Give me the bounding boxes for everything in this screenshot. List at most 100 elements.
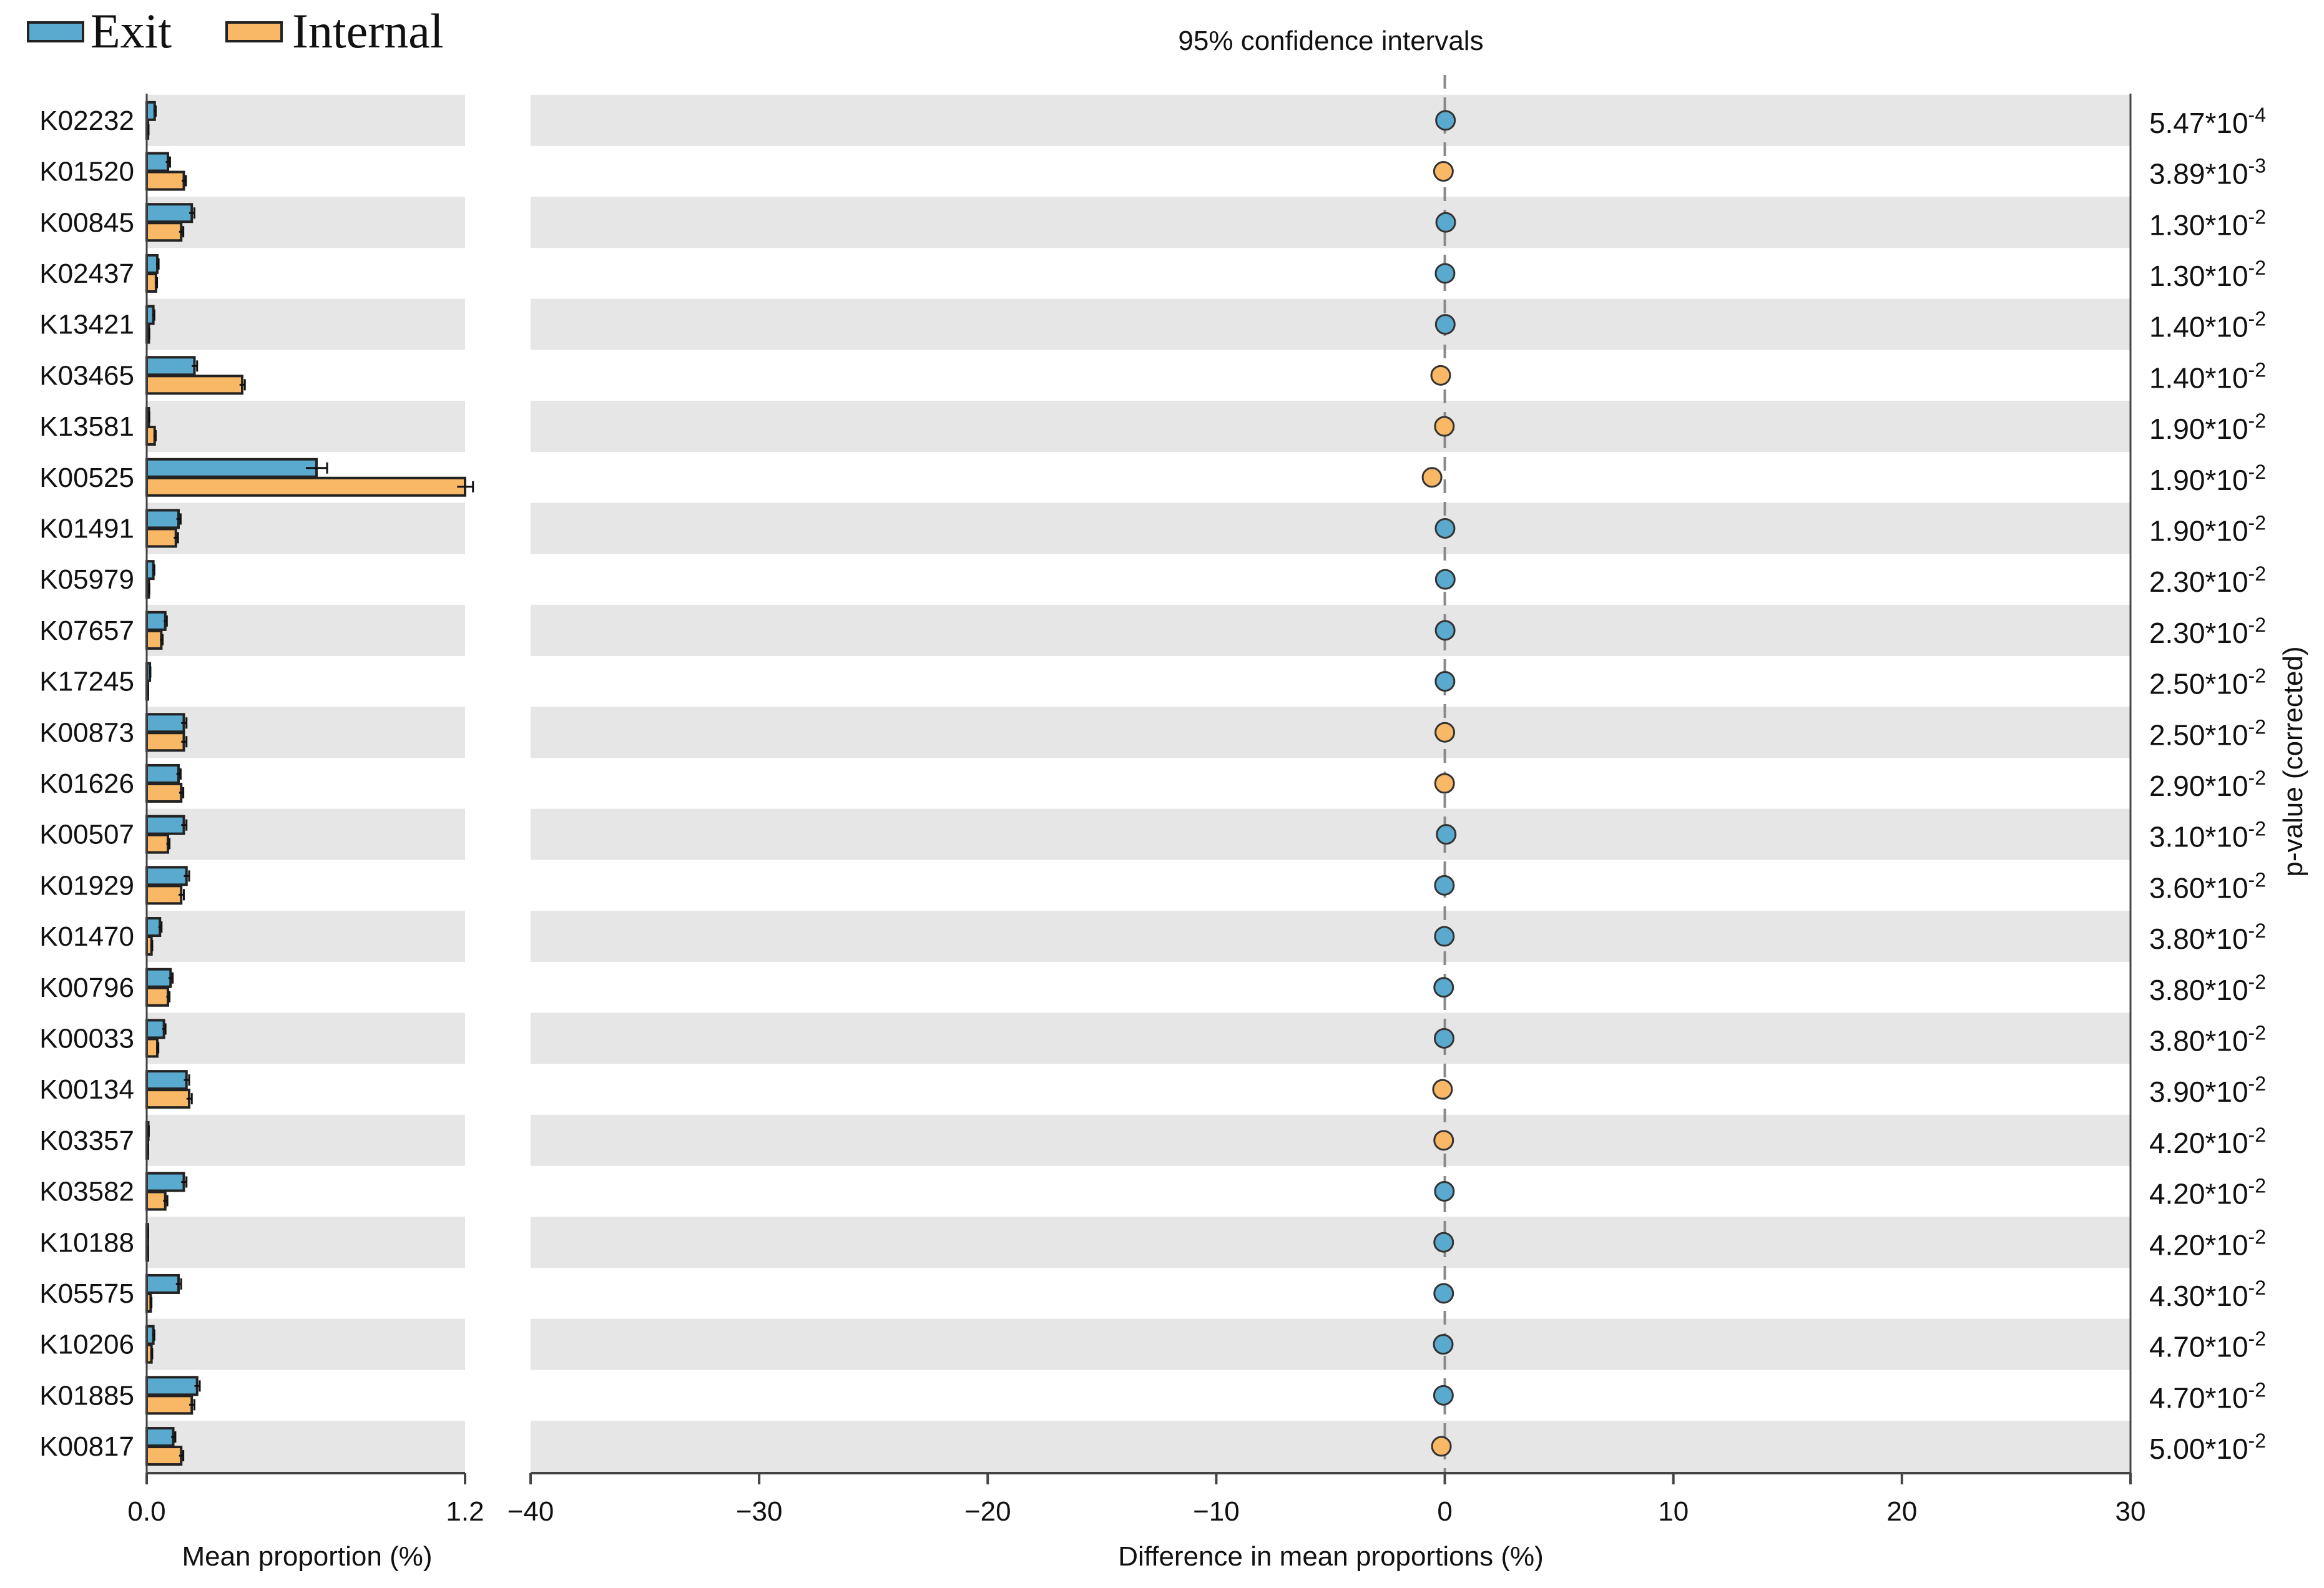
row-band-right xyxy=(531,197,2130,248)
ci-point xyxy=(1433,1334,1454,1355)
bar-internal xyxy=(145,527,177,548)
bar-internal xyxy=(145,986,169,1007)
bar-exit xyxy=(145,253,159,274)
legend: Exit Internal xyxy=(27,4,444,58)
bar-internal xyxy=(145,375,243,395)
p-value-label: 4.20*10-2 xyxy=(2149,1225,2266,1261)
ci-point xyxy=(1433,1130,1454,1151)
row-band-right xyxy=(531,1217,2130,1268)
left-x-tick-label: 1.2 xyxy=(446,1496,484,1527)
ci-point xyxy=(1434,926,1455,947)
category-label: K17245 xyxy=(39,667,134,697)
legend-swatch-exit xyxy=(27,21,84,42)
left-x-tick-label: 0.0 xyxy=(127,1496,165,1527)
bar-exit xyxy=(145,152,169,172)
bar-internal xyxy=(145,629,163,650)
row-band-left xyxy=(147,298,465,350)
category-label: K00525 xyxy=(39,463,134,493)
right-x-tick-label: −30 xyxy=(736,1496,783,1527)
category-label: K10206 xyxy=(39,1330,134,1360)
category-label: K10188 xyxy=(39,1227,134,1258)
ci-point xyxy=(1434,620,1456,641)
row-band-left xyxy=(147,94,465,146)
ci-point xyxy=(1434,517,1456,539)
p-value-label: 1.90*10-2 xyxy=(2149,409,2266,445)
row-band-right xyxy=(531,502,2130,554)
category-label: K00796 xyxy=(39,973,134,1003)
category-label: K01470 xyxy=(39,921,134,952)
category-label: K00134 xyxy=(39,1074,134,1105)
row-band-left xyxy=(147,707,465,758)
row-band-left xyxy=(147,911,465,963)
bar-exit xyxy=(145,458,318,478)
row-band-left xyxy=(147,808,465,860)
right-x-tick-label: 0 xyxy=(1437,1496,1452,1527)
ci-point xyxy=(1433,1027,1454,1049)
category-label: K01626 xyxy=(39,768,134,799)
bar-exit xyxy=(145,763,180,784)
difference-plot: −40 −30 −20 −10 0 10 20 30 xyxy=(507,94,2145,1527)
p-value-label: 3.89*10-3 xyxy=(2149,155,2266,190)
ci-point xyxy=(1433,1385,1454,1406)
row-band-right xyxy=(531,1318,2130,1370)
category-label: K01929 xyxy=(39,870,134,901)
p-value-label: 3.90*10-2 xyxy=(2149,1072,2266,1108)
category-label: K02437 xyxy=(39,258,134,289)
bar-exit xyxy=(145,917,162,938)
bar-exit xyxy=(145,1019,165,1039)
legend-label-exit: Exit xyxy=(91,4,172,58)
p-value-label: 2.90*10-2 xyxy=(2149,767,2266,802)
bar-internal xyxy=(145,1037,159,1058)
ci-point xyxy=(1433,977,1454,998)
bar-internal xyxy=(145,1089,190,1109)
p-value-label: 4.70*10-2 xyxy=(2149,1378,2266,1414)
p-value-label: 3.10*10-2 xyxy=(2149,818,2266,853)
right-x-tick-label: −10 xyxy=(1193,1496,1240,1527)
ci-point xyxy=(1433,1283,1454,1304)
mean-proportion-plot: K02232 K01520 K00845 K02437 K13421 K03465 K135… xyxy=(39,94,484,1527)
ci-point xyxy=(1434,416,1455,437)
p-value-label: 1.40*10-2 xyxy=(2149,358,2266,394)
p-value-label: 2.30*10-2 xyxy=(2149,614,2266,649)
p-value-axis-label: p-value (corrected) xyxy=(2278,646,2308,876)
row-band-right xyxy=(531,707,2130,758)
row-band-left xyxy=(147,401,465,453)
row-band-left xyxy=(147,502,465,554)
bar-exit xyxy=(145,1427,175,1448)
ci-point xyxy=(1434,722,1456,743)
bar-exit xyxy=(145,866,188,886)
row-bands xyxy=(147,94,2130,1473)
bar-exit xyxy=(145,1273,180,1294)
p-value-column: 5.47*10-4 3.89*10-3 1.30*10-2 1.30*10-2 1.40… xyxy=(2149,104,2266,1465)
category-label: K03582 xyxy=(39,1177,134,1207)
bar-internal xyxy=(145,272,157,293)
p-value-label: 1.90*10-2 xyxy=(2149,511,2266,547)
ci-point xyxy=(1431,1436,1452,1457)
row-band-right xyxy=(531,94,2130,146)
row-band-right xyxy=(531,1012,2130,1064)
p-value-label: 3.80*10-2 xyxy=(2149,919,2266,955)
bar-internal xyxy=(145,170,185,191)
row-band-right xyxy=(531,604,2130,656)
bar-internal xyxy=(145,732,185,752)
ci-point xyxy=(1434,875,1455,896)
bar-exit xyxy=(145,610,167,631)
bar-internal xyxy=(145,1446,183,1466)
p-value-label: 1.90*10-2 xyxy=(2149,461,2266,496)
legend-swatch-internal xyxy=(225,21,283,42)
p-value-label: 3.80*10-2 xyxy=(2149,1021,2266,1057)
row-band-right xyxy=(531,808,2130,860)
category-label: K07657 xyxy=(39,615,134,646)
ci-point xyxy=(1434,1181,1455,1202)
row-band-right xyxy=(531,911,2130,963)
row-band-left xyxy=(147,1421,465,1473)
row-band-left xyxy=(147,1012,465,1064)
bar-exit xyxy=(145,356,196,376)
bar-internal xyxy=(145,1190,167,1211)
bar-exit xyxy=(145,1376,199,1396)
bar-exit xyxy=(145,1172,185,1192)
bar-exit xyxy=(145,509,180,529)
ci-point xyxy=(1433,161,1454,182)
bar-internal xyxy=(145,222,183,242)
category-label: K00845 xyxy=(39,207,134,238)
